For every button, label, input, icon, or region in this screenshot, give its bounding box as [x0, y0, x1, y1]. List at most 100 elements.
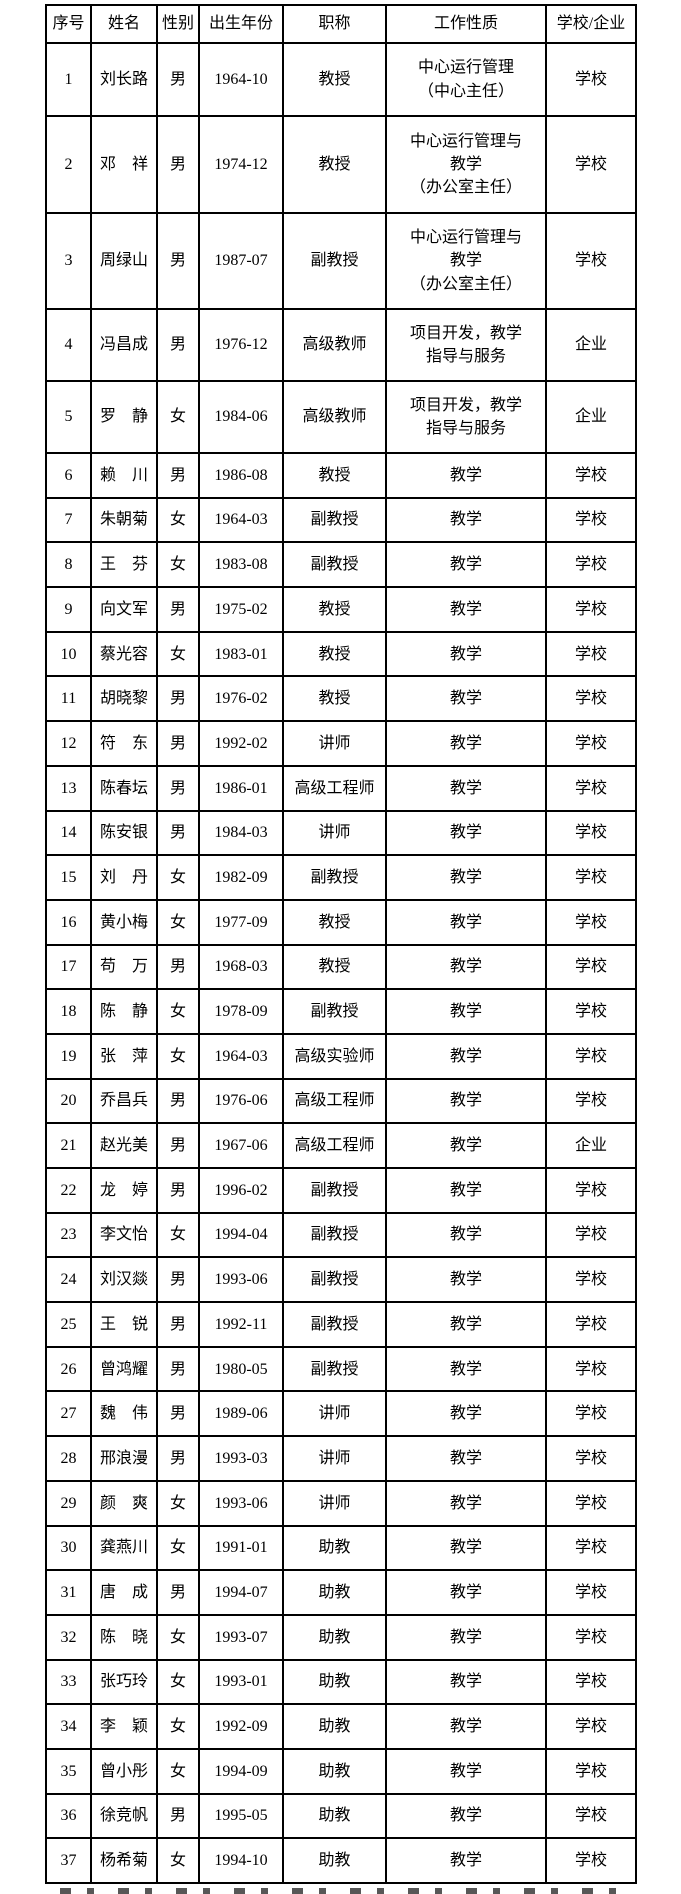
cell-gender: 女	[156, 1613, 200, 1661]
cell-title: 教授	[282, 42, 387, 117]
column-header-name: 姓名	[90, 4, 158, 44]
cell-work-nature: 教学	[385, 541, 547, 589]
cell-name: 刘汉燚	[90, 1256, 158, 1304]
cell-birth-date: 1982-09	[198, 854, 284, 901]
table-row: 29 颜 爽女 1993-06 讲师 教学 学校	[45, 1479, 637, 1527]
cell-school-or-enterprise: 企业	[545, 308, 637, 382]
cell-birth-date: 1967-06	[198, 1122, 284, 1169]
cell-index: 10	[45, 630, 92, 678]
cell-name: 陈安银	[90, 809, 158, 857]
cell-gender: 男	[156, 308, 200, 382]
cell-birth-date: 1984-06	[198, 380, 284, 454]
cell-index: 26	[45, 1345, 92, 1393]
cell-school-or-enterprise: 学校	[545, 1256, 637, 1304]
cell-school-or-enterprise: 学校	[545, 1524, 637, 1572]
cell-school-or-enterprise: 学校	[545, 115, 637, 214]
cell-title: 讲师	[282, 1479, 387, 1527]
table-row: 21 赵光美男 1967-06 高级工程师 教学 企业	[45, 1122, 637, 1169]
cell-index: 32	[45, 1613, 92, 1661]
cell-work-nature: 中心运行管理与 教学 （办公室主任）	[385, 115, 547, 214]
cell-school-or-enterprise: 学校	[545, 1479, 637, 1527]
cell-gender: 男	[156, 809, 200, 857]
cell-name: 徐竞帆	[90, 1792, 158, 1840]
table-row: 30 龚燕川女 1991-01 助教 教学 学校	[45, 1524, 637, 1572]
cell-work-nature: 教学	[385, 1256, 547, 1304]
cell-school-or-enterprise: 学校	[545, 496, 637, 544]
cell-gender: 男	[156, 1077, 200, 1125]
cell-name: 赖 川	[90, 452, 158, 499]
cell-name: 王 芬	[90, 541, 158, 589]
cell-index: 2	[45, 115, 92, 214]
cell-birth-date: 1989-06	[198, 1390, 284, 1438]
table-header: 序号 姓名 性别 出生年份 职称 工作性质 学校/企业	[45, 4, 637, 44]
cell-school-or-enterprise: 学校	[545, 1077, 637, 1125]
cell-gender: 女	[156, 898, 200, 946]
table-row: 27 魏 伟男 1989-06 讲师 教学 学校	[45, 1390, 637, 1438]
cell-title: 讲师	[282, 809, 387, 857]
cell-name: 颜 爽	[90, 1479, 158, 1527]
cell-index: 37	[45, 1837, 92, 1884]
cell-birth-date: 1964-10	[198, 42, 284, 117]
cell-name: 李文怡	[90, 1211, 158, 1259]
cell-gender: 男	[156, 1122, 200, 1169]
table-row: 11 胡晓黎男 1976-02 教授 教学 学校	[45, 675, 637, 723]
table-row: 20 乔昌兵男 1976-06 高级工程师 教学 学校	[45, 1077, 637, 1125]
cell-gender: 男	[156, 1435, 200, 1482]
table-row: 13 陈春坛男 1986-01 高级工程师 教学 学校	[45, 764, 637, 812]
cell-school-or-enterprise: 学校	[545, 1390, 637, 1438]
cell-work-nature: 教学	[385, 1837, 547, 1884]
cell-birth-date: 1994-10	[198, 1837, 284, 1884]
cell-name: 邓 祥	[90, 115, 158, 214]
table-row: 10 蔡光容女 1983-01 教授 教学 学校	[45, 630, 637, 678]
cell-work-nature: 教学	[385, 630, 547, 678]
cell-gender: 男	[156, 452, 200, 499]
cell-gender: 女	[156, 630, 200, 678]
cell-title: 讲师	[282, 720, 387, 767]
cell-name: 陈 晓	[90, 1613, 158, 1661]
cell-birth-date: 1993-06	[198, 1256, 284, 1304]
cell-name: 蔡光容	[90, 630, 158, 678]
column-header-title: 职称	[282, 4, 387, 44]
cell-title: 助教	[282, 1703, 387, 1750]
cell-birth-date: 1992-09	[198, 1703, 284, 1750]
cell-gender: 男	[156, 720, 200, 767]
cell-birth-date: 1996-02	[198, 1167, 284, 1214]
cell-school-or-enterprise: 学校	[545, 42, 637, 117]
cell-school-or-enterprise: 学校	[545, 1211, 637, 1259]
cell-title: 教授	[282, 898, 387, 946]
cell-work-nature: 中心运行管理与 教学 （办公室主任）	[385, 212, 547, 310]
cell-gender: 男	[156, 943, 200, 991]
cell-birth-date: 1983-01	[198, 630, 284, 678]
cell-gender: 女	[156, 1211, 200, 1259]
cell-work-nature: 项目开发，教学 指导与服务	[385, 308, 547, 382]
cell-index: 11	[45, 675, 92, 723]
cell-gender: 男	[156, 1345, 200, 1393]
cell-gender: 男	[156, 212, 200, 310]
personnel-roster-table: 序号 姓名 性别 出生年份 职称 工作性质 学校/企业 1 刘长路男 1964-10 教授 中心运行…	[45, 4, 637, 1884]
cell-name: 胡晓黎	[90, 675, 158, 723]
cell-title: 高级教师	[282, 308, 387, 382]
cell-work-nature: 教学	[385, 1211, 547, 1259]
cell-index: 6	[45, 452, 92, 499]
table-row: 22 龙 婷男 1996-02 副教授 教学 学校	[45, 1167, 637, 1214]
cell-index: 28	[45, 1435, 92, 1482]
table-row: 23 李文怡女 1994-04 副教授 教学 学校	[45, 1211, 637, 1259]
cell-school-or-enterprise: 学校	[545, 1345, 637, 1393]
cell-title: 高级工程师	[282, 764, 387, 812]
cell-index: 7	[45, 496, 92, 544]
cell-school-or-enterprise: 学校	[545, 1613, 637, 1661]
cell-work-nature: 教学	[385, 1747, 547, 1795]
cell-birth-date: 1995-05	[198, 1792, 284, 1840]
cell-work-nature: 中心运行管理 （中心主任）	[385, 42, 547, 117]
cell-school-or-enterprise: 学校	[545, 1435, 637, 1482]
cell-gender: 女	[156, 1524, 200, 1572]
table-row: 19 张 萍女 1964-03 高级实验师 教学 学校	[45, 1032, 637, 1080]
cell-title: 副教授	[282, 541, 387, 589]
cell-school-or-enterprise: 学校	[545, 586, 637, 633]
cell-gender: 男	[156, 1390, 200, 1438]
cell-title: 副教授	[282, 854, 387, 901]
cell-title: 副教授	[282, 1211, 387, 1259]
cell-work-nature: 教学	[385, 1032, 547, 1080]
